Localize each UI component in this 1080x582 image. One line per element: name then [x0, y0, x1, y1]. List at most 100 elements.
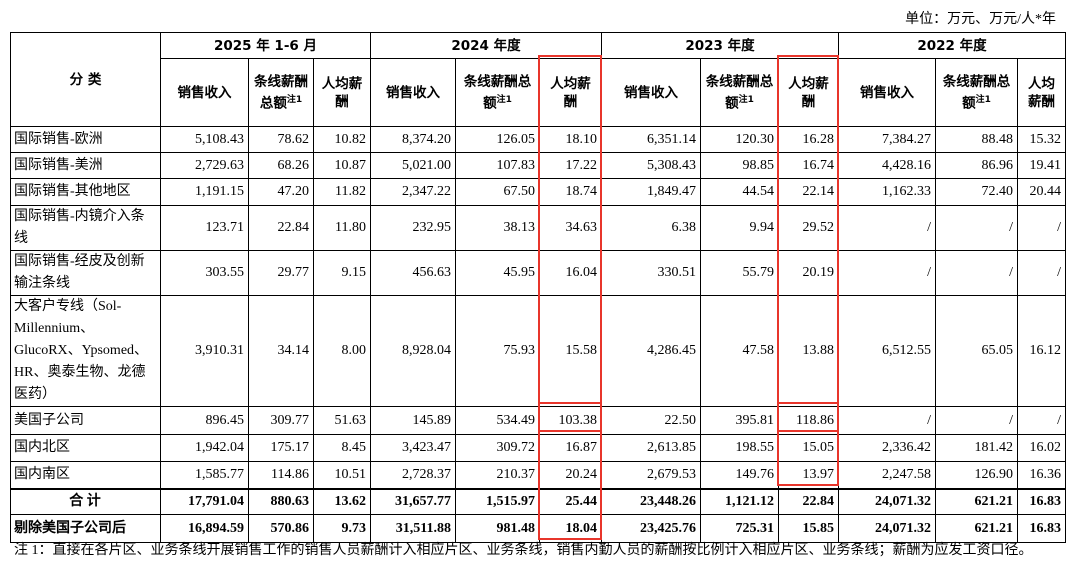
- value-cell: 16.83: [1017, 514, 1066, 543]
- value-cell: 16.74: [778, 152, 839, 179]
- value-cell: 2,247.58: [838, 461, 936, 489]
- value-cell: 4,428.16: [838, 152, 936, 179]
- value-cell: 10.51: [313, 461, 371, 489]
- unit-label: 单位：万元、万元/人*年: [905, 12, 1056, 27]
- column-header: 条线薪酬总额注1: [935, 58, 1018, 127]
- column-header: 销售收入: [370, 58, 456, 127]
- value-cell: 18.10: [539, 126, 602, 153]
- value-cell: 309.77: [248, 406, 314, 435]
- value-cell: 981.48: [455, 514, 540, 543]
- column-title: 条线薪酬总额: [254, 73, 308, 112]
- value-cell: 123.71: [160, 205, 249, 251]
- value-cell: 86.96: [935, 152, 1018, 179]
- row-label: 美国子公司: [10, 406, 161, 435]
- table-row: 国际销售-美洲 2,729.63 68.26 10.87 5,021.00 107.83 1…: [10, 152, 1066, 179]
- value-cell: 29.52: [778, 205, 839, 251]
- table-row: 国际销售-内镜介入条线 123.71 22.84 11.80 232.95 38.13 34…: [10, 205, 1066, 251]
- value-cell: 2,336.42: [838, 434, 936, 462]
- value-cell: 16,894.59: [160, 514, 249, 543]
- value-cell: 16.36: [1017, 461, 1066, 489]
- value-cell: 9.73: [313, 514, 371, 543]
- value-cell: 6.38: [601, 205, 701, 251]
- header-cell: 分 类: [10, 32, 161, 127]
- value-cell: 1,585.77: [160, 461, 249, 489]
- salary-table: 分 类 2025 年 1-6 月 2024 年度 2023 年度 2022 年度 销售收入…: [10, 32, 1066, 543]
- value-cell: 88.48: [935, 126, 1018, 153]
- value-cell: 114.86: [248, 461, 314, 489]
- column-header: 销售收入: [838, 58, 936, 127]
- value-cell: 47.20: [248, 178, 314, 206]
- value-cell: 456.63: [370, 250, 456, 296]
- column-header: 人均薪酬: [539, 58, 602, 127]
- column-header: 人均薪酬: [1017, 58, 1066, 127]
- value-cell: 68.26: [248, 152, 314, 179]
- table-row: 剔除美国子公司后 16,894.59 570.86 9.73 31,511.88 981.…: [10, 514, 1066, 543]
- value-cell: 2,679.53: [601, 461, 701, 489]
- note-marker: 注1: [286, 94, 303, 105]
- value-cell: /: [935, 250, 1018, 296]
- column-title: 销售收入: [624, 84, 678, 101]
- value-cell: 13.97: [778, 461, 839, 489]
- column-header: 人均薪酬: [313, 58, 371, 127]
- value-cell: 72.40: [935, 178, 1018, 206]
- value-cell: 55.79: [700, 250, 779, 296]
- value-cell: 10.87: [313, 152, 371, 179]
- value-cell: 15.85: [778, 514, 839, 543]
- group-header: 2025 年 1-6 月: [160, 32, 371, 59]
- row-label: 国内南区: [10, 461, 161, 489]
- row-label: 合 计: [10, 487, 161, 515]
- row-label: 国际销售-其他地区: [10, 178, 161, 206]
- value-cell: 18.04: [539, 514, 602, 543]
- value-cell: /: [838, 250, 936, 296]
- value-cell: 309.72: [455, 434, 540, 462]
- group-header: 2024 年度: [370, 32, 602, 59]
- value-cell: 38.13: [455, 205, 540, 251]
- table-row: 美国子公司 896.45 309.77 51.63 145.89 534.49 103.38…: [10, 406, 1066, 435]
- note-marker: 注1: [496, 94, 512, 105]
- value-cell: 22.14: [778, 178, 839, 206]
- value-cell: 20.44: [1017, 178, 1066, 206]
- value-cell: 5,308.43: [601, 152, 701, 179]
- table-row: 国际销售-其他地区 1,191.15 47.20 11.82 2,347.22 67.50…: [10, 178, 1066, 206]
- table-row: 大客户专线（Sol-Millennium、GlucoRX、Ypsomed、HR、…: [10, 295, 1066, 407]
- column-title: 条线薪酬总额: [463, 73, 532, 112]
- value-cell: 11.80: [313, 205, 371, 251]
- row-label: 大客户专线（Sol-Millennium、GlucoRX、Ypsomed、HR、…: [10, 295, 161, 407]
- value-cell: 13.62: [313, 487, 371, 515]
- value-cell: 6,512.55: [838, 295, 936, 407]
- value-cell: 8.45: [313, 434, 371, 462]
- value-cell: 103.38: [539, 406, 602, 435]
- value-cell: 31,657.77: [370, 487, 456, 515]
- column-title: 条线薪酬总额: [942, 73, 1011, 112]
- value-cell: 17.22: [539, 152, 602, 179]
- value-cell: 8.00: [313, 295, 371, 407]
- column-header: 条线薪酬总额注1: [248, 58, 314, 127]
- value-cell: 198.55: [700, 434, 779, 462]
- value-cell: 75.93: [455, 295, 540, 407]
- value-cell: 1,162.33: [838, 178, 936, 206]
- value-cell: 16.04: [539, 250, 602, 296]
- column-title: 人均薪酬: [550, 75, 591, 110]
- value-cell: 1,942.04: [160, 434, 249, 462]
- value-cell: 3,423.47: [370, 434, 456, 462]
- value-cell: 2,728.37: [370, 461, 456, 489]
- value-cell: 725.31: [700, 514, 779, 543]
- value-cell: 20.19: [778, 250, 839, 296]
- column-title: 销售收入: [386, 84, 440, 101]
- column-header: 人均薪酬: [778, 58, 839, 127]
- value-cell: 570.86: [248, 514, 314, 543]
- value-cell: /: [1017, 250, 1066, 296]
- value-cell: /: [838, 406, 936, 435]
- value-cell: 34.14: [248, 295, 314, 407]
- value-cell: 22.50: [601, 406, 701, 435]
- table-row: 国内北区 1,942.04 175.17 8.45 3,423.47 309.72 16.8…: [10, 434, 1066, 462]
- value-cell: 47.58: [700, 295, 779, 407]
- value-cell: 18.74: [539, 178, 602, 206]
- table-row: 国内南区 1,585.77 114.86 10.51 2,728.37 210.37 20.…: [10, 461, 1066, 489]
- value-cell: 16.12: [1017, 295, 1066, 407]
- value-cell: 5,021.00: [370, 152, 456, 179]
- value-cell: 19.41: [1017, 152, 1066, 179]
- value-cell: 210.37: [455, 461, 540, 489]
- value-cell: 98.85: [700, 152, 779, 179]
- value-cell: 13.88: [778, 295, 839, 407]
